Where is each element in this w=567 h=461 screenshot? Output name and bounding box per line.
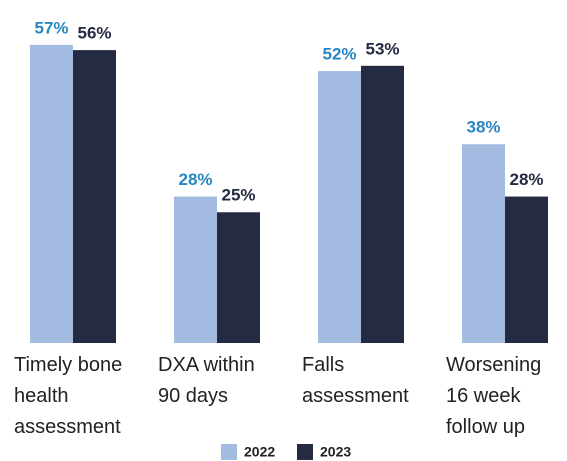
value-label: 38% [466, 118, 500, 137]
bar [361, 65, 404, 343]
bar [318, 71, 361, 343]
value-label: 53% [365, 39, 399, 58]
value-label: 57% [34, 18, 68, 37]
legend-swatch [221, 444, 237, 460]
value-label: 52% [322, 45, 356, 64]
x-tick-label: Worsening 16 week follow up [446, 354, 542, 438]
bar [30, 44, 73, 343]
bar [73, 50, 116, 344]
legend-label: 2023 [320, 444, 351, 460]
value-label: 56% [77, 24, 111, 43]
bar [462, 144, 505, 343]
value-label: 28% [509, 170, 543, 189]
bar [505, 196, 548, 343]
x-tick-label: Falls assessment [302, 354, 409, 407]
legend-swatch [297, 444, 313, 460]
value-label: 28% [178, 170, 212, 189]
bar [217, 212, 260, 343]
legend-label: 2022 [244, 444, 275, 460]
x-tick-label: DXA within 90 days [158, 354, 255, 407]
x-tick-label: Timely bone health assessment [14, 354, 123, 438]
bar [174, 196, 217, 343]
value-label: 25% [221, 186, 255, 205]
